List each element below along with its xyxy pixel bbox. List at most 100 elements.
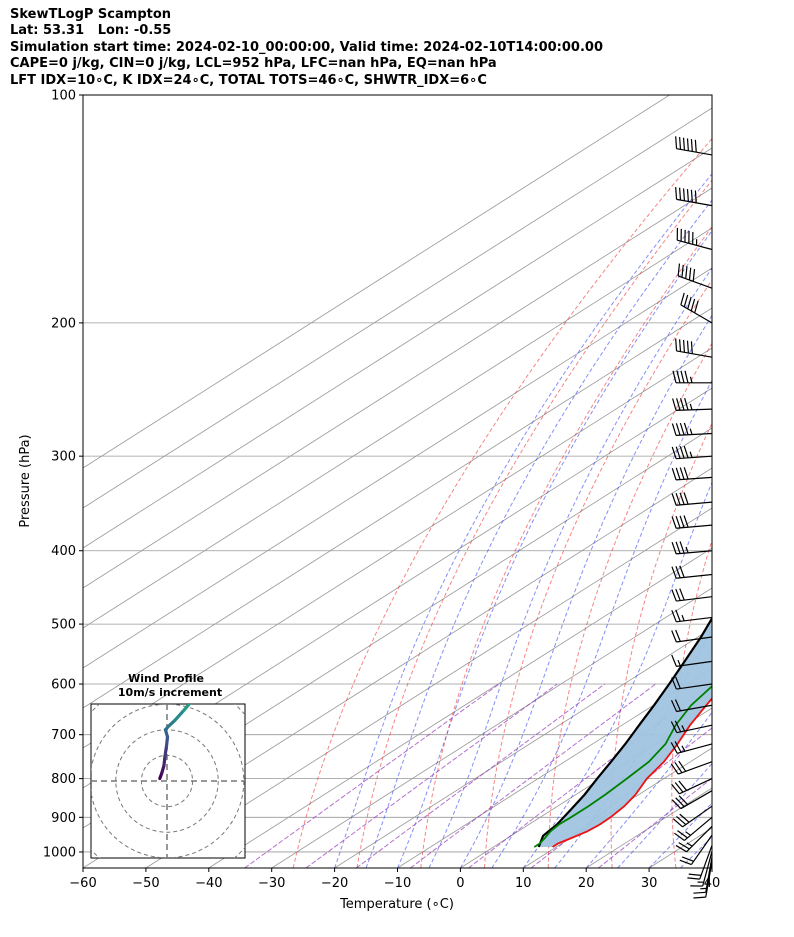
inset-subtitle: 10m/s increment [118, 686, 222, 699]
isotherm--130 [83, 187, 712, 589]
x-axis-label: Temperature (∘C) [339, 897, 454, 912]
wind-barb [672, 397, 713, 411]
moist-adiabat [522, 480, 712, 868]
wind-barb [670, 741, 713, 754]
dry-adiabat [731, 95, 794, 868]
wind-barb [671, 565, 713, 579]
isotherm--140 [83, 147, 712, 549]
moist-adiabat [491, 379, 712, 868]
moist-adiabat [428, 267, 712, 868]
moist-adiabat [744, 95, 794, 868]
hodograph-segment [188, 657, 192, 662]
wind-barb [671, 445, 713, 460]
hodograph-segment [184, 654, 188, 658]
x-tick-label: 10 [515, 876, 532, 891]
hodograph-segment [178, 650, 184, 654]
wind-barb [670, 760, 713, 775]
isotherm--120 [83, 227, 712, 629]
y-tick-label: 900 [51, 811, 76, 826]
wind-barb [687, 845, 713, 880]
y-tick-label: 700 [51, 728, 76, 743]
hodograph-segment [173, 708, 186, 723]
dry-adiabat [420, 225, 712, 868]
dry-adiabat [356, 179, 712, 868]
moist-adiabat [397, 230, 712, 868]
axis-ticks: −60 −50 −40 −30 −20 −10 0 10 20 30 40 1000 900 800 700… [43, 89, 720, 892]
hodograph-segment [182, 704, 192, 712]
wind-barb [671, 467, 713, 481]
y-tick-label: 600 [51, 678, 76, 693]
isotherm-40 [711, 867, 712, 868]
mixing-ratio-line [305, 683, 558, 868]
moist-adiabat [711, 867, 712, 868]
index-line: LFT IDX=10∘C, K IDX=24∘C, TOTAL TOTS=46∘… [10, 72, 487, 88]
moist-adiabat [334, 173, 712, 868]
wind-barb [677, 263, 713, 289]
isotherm--50 [145, 507, 712, 868]
wind-barb [671, 588, 713, 602]
isotherm--20 [334, 627, 712, 868]
wind-barb [671, 778, 713, 795]
isotherm--10 [397, 667, 712, 868]
wind-profile-inset: Wind Profile 10m/s increment [90, 650, 246, 859]
x-tick-label: −50 [132, 876, 159, 891]
wind-barb [670, 720, 713, 734]
y-tick-label: 400 [51, 544, 76, 559]
y-tick-label: 300 [51, 450, 76, 465]
fill-layer [538, 618, 712, 847]
wind-barb [680, 292, 713, 324]
wind-barb [671, 790, 713, 810]
moist-adiabat [680, 836, 712, 868]
location-line: Lat: 53.31 Lon: -0.55 [10, 23, 172, 39]
x-tick-label: −20 [321, 876, 348, 891]
y-tick-label: 800 [51, 772, 76, 787]
wind-barb [671, 629, 713, 643]
profile-layer [533, 616, 712, 848]
x-tick-label: −40 [195, 876, 222, 891]
wind-barb [693, 856, 713, 894]
y-tick-label: 1000 [43, 845, 76, 860]
isotherm--60 [83, 467, 712, 868]
y-tick-label: 200 [51, 316, 76, 331]
x-tick-label: −10 [384, 876, 411, 891]
wind-barb [671, 654, 713, 667]
isotherm--160 [83, 95, 670, 469]
isotherm--30 [271, 587, 712, 868]
wind-barb [672, 805, 713, 828]
wind-barb [671, 515, 713, 529]
wind-barb [671, 676, 713, 690]
x-tick-label: 40 [704, 876, 721, 891]
wind-barbs [670, 136, 713, 899]
chart-title: SkewTLogP Scampton [10, 7, 172, 22]
wind-barb [676, 227, 713, 251]
chart-header: SkewTLogP Scampton Lat: 53.31 Lon: -0.55 S… [10, 7, 603, 89]
dry-adiabat [292, 137, 712, 868]
mixing-ratio-line [410, 683, 656, 868]
isotherm--100 [83, 307, 712, 709]
cape-line: CAPE=0 j/kg, CIN=0 j/kg, LCL=952 hPa, LF… [10, 56, 497, 72]
wind-barb [675, 136, 713, 156]
x-tick-label: −60 [69, 876, 96, 891]
time-line: Simulation start time: 2024-02-10_00:00:… [10, 39, 603, 55]
x-tick-label: 30 [641, 876, 658, 891]
hodograph-segment [163, 744, 169, 759]
wind-barb [674, 816, 713, 841]
moist-adiabat [554, 626, 712, 868]
isotherm--150 [83, 107, 712, 509]
wind-barb [675, 825, 713, 853]
wind-barb [670, 699, 713, 713]
mixing-ratio-line [598, 777, 712, 868]
dry-adiabat [484, 279, 712, 868]
wind-barb [671, 609, 713, 623]
x-tick-label: 20 [578, 876, 595, 891]
wind-barb [675, 186, 713, 207]
isotherm--110 [83, 267, 712, 669]
moist-adiabat [365, 199, 712, 868]
wind-barb [671, 422, 713, 436]
dewpoint-line [533, 685, 712, 848]
parcel-temperature-fill [538, 618, 712, 847]
x-tick-label: 0 [456, 876, 464, 891]
y-axis-label: Pressure (hPa) [18, 434, 33, 527]
parcel-line [537, 616, 712, 848]
